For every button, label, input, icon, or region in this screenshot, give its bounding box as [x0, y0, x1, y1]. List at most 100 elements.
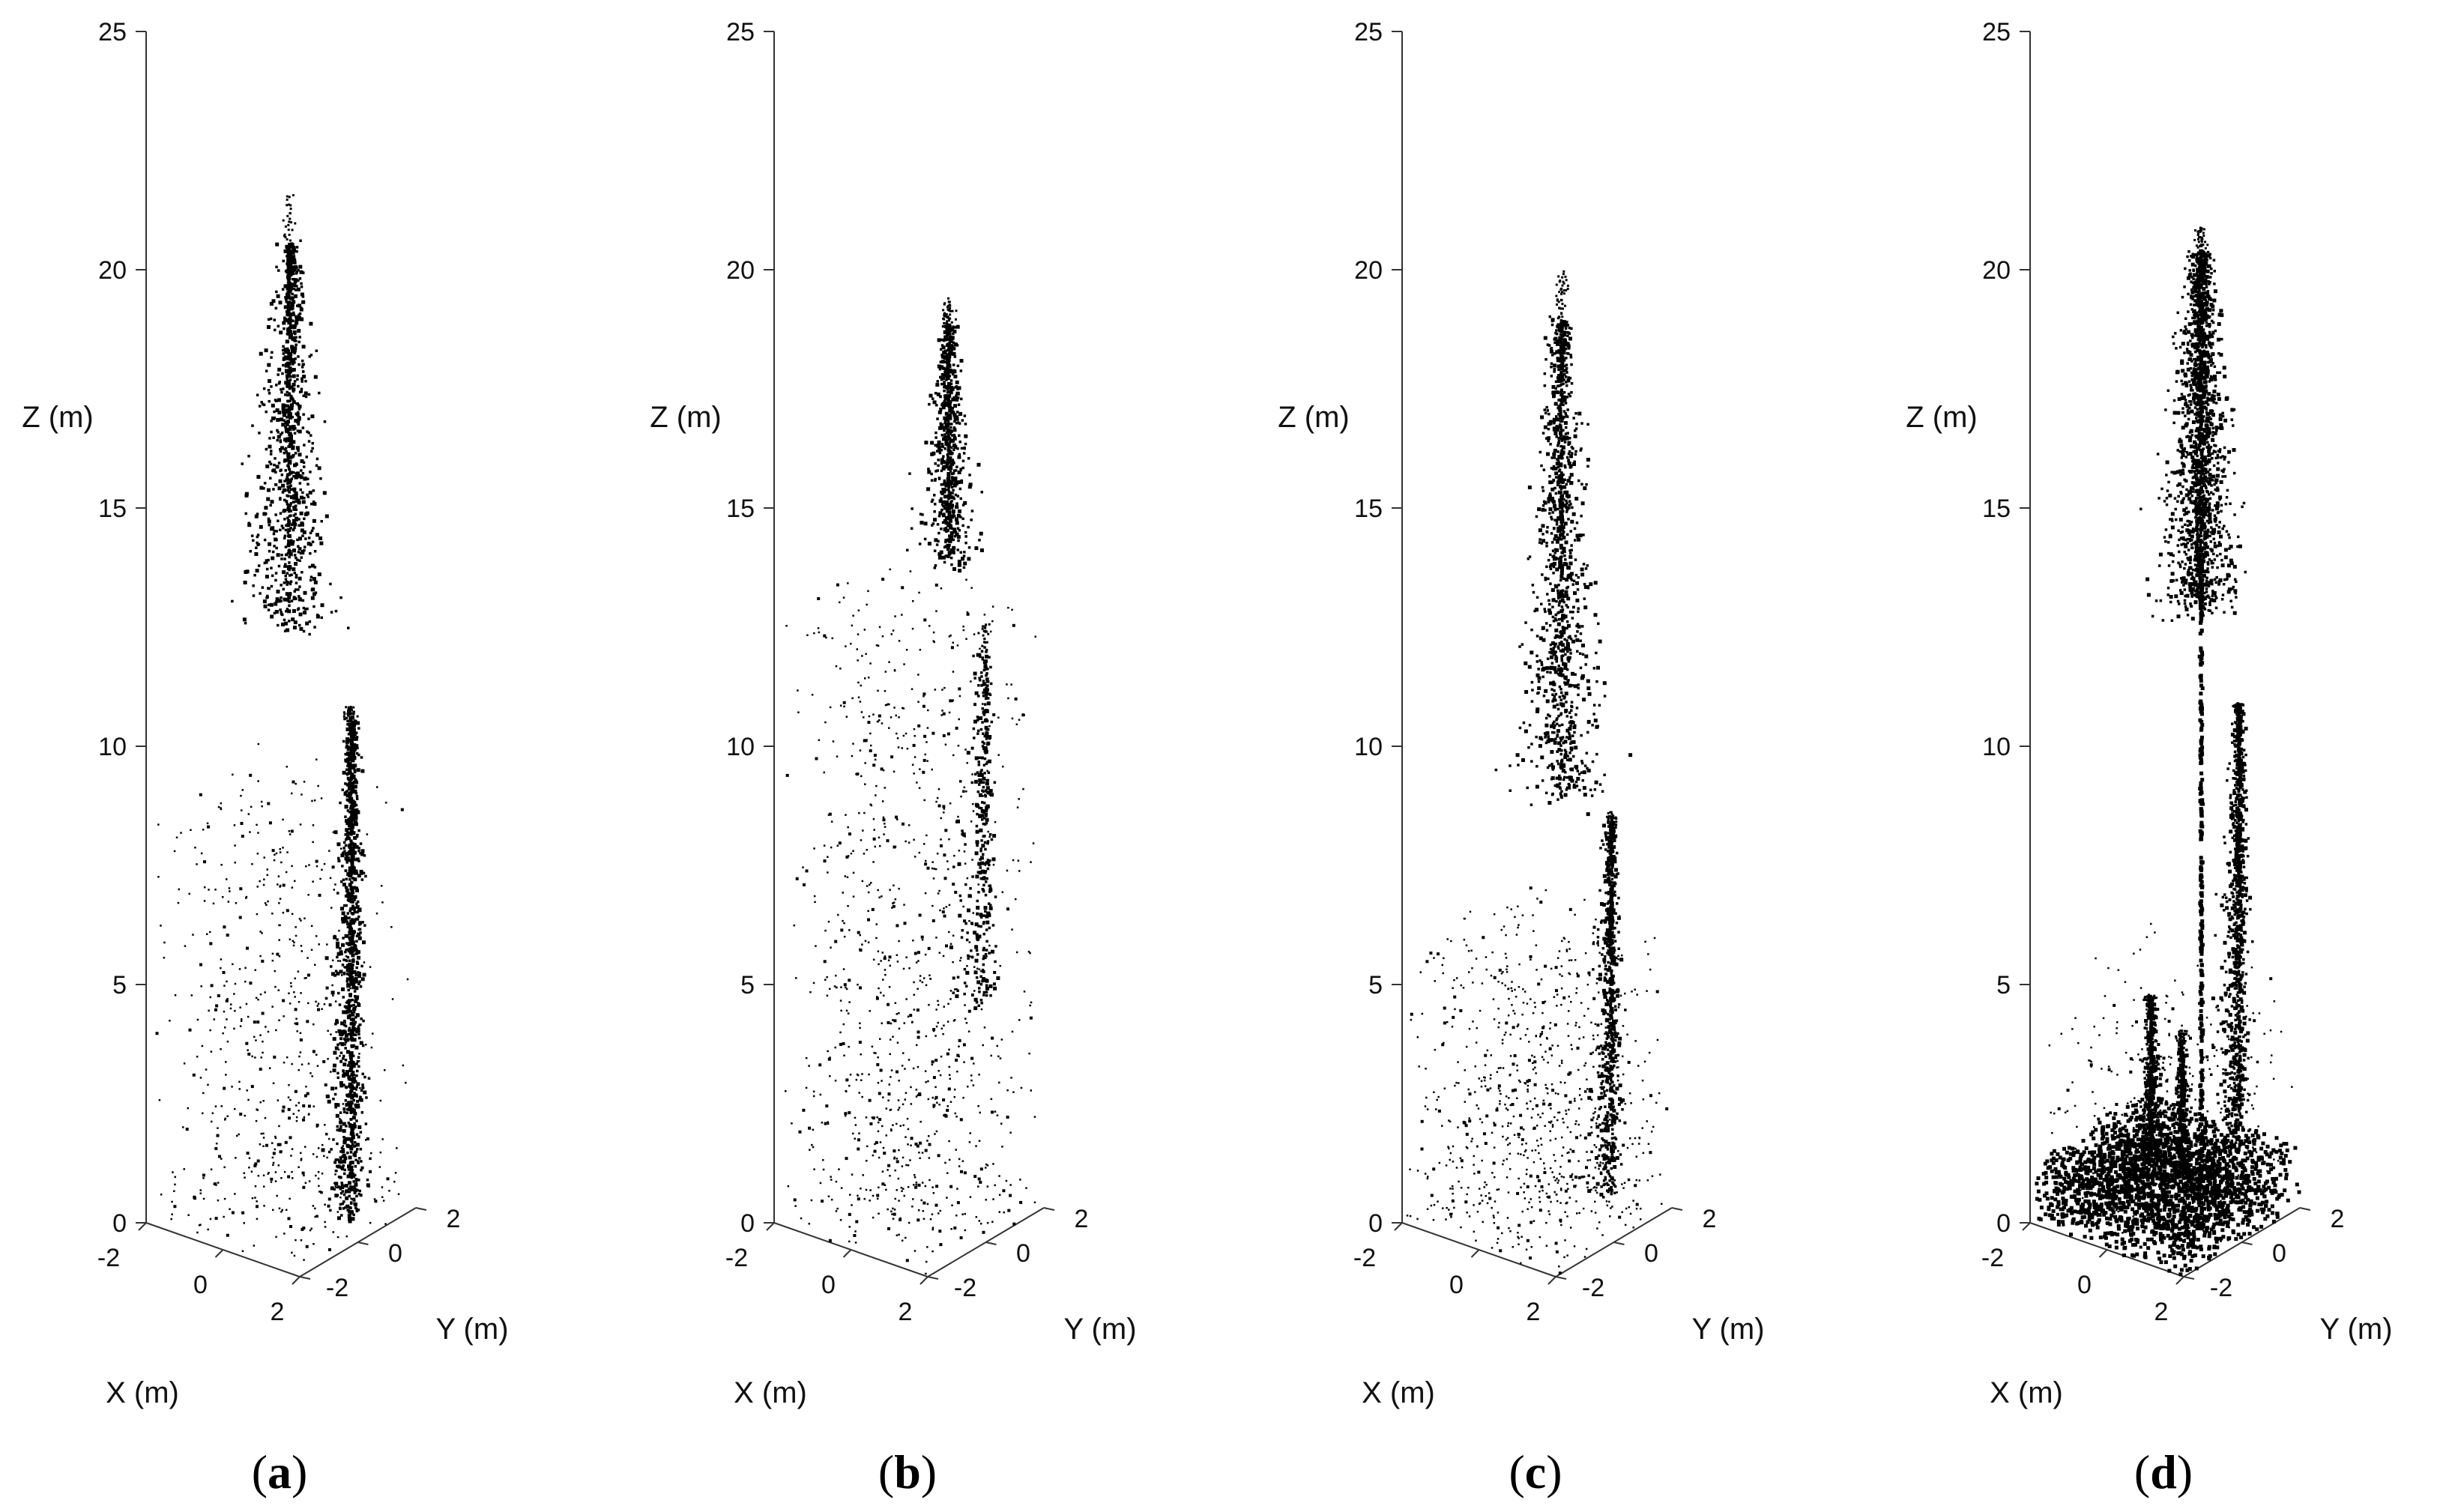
point: [336, 1128, 339, 1131]
point: [973, 970, 978, 975]
point: [351, 1021, 354, 1023]
point: [357, 936, 362, 940]
point: [822, 1168, 825, 1171]
point: [345, 746, 348, 749]
point: [967, 557, 971, 561]
point: [324, 1226, 327, 1228]
point: [937, 1021, 939, 1024]
point: [934, 436, 937, 439]
point: [287, 505, 290, 509]
point: [946, 354, 951, 359]
point: [366, 1137, 369, 1140]
point: [957, 455, 961, 459]
point: [315, 758, 318, 760]
point: [854, 1137, 856, 1140]
point: [296, 1030, 298, 1032]
point: [229, 1007, 232, 1010]
point: [294, 324, 298, 327]
point: [983, 638, 986, 641]
point: [346, 1145, 348, 1147]
point: [233, 1027, 235, 1030]
point: [173, 1205, 177, 1209]
point: [821, 1200, 824, 1203]
point: [948, 1158, 951, 1161]
point: [942, 309, 945, 312]
point: [898, 1027, 901, 1030]
point: [249, 831, 251, 833]
point: [985, 821, 988, 825]
point: [373, 1198, 376, 1200]
point: [912, 940, 914, 942]
point: [263, 561, 267, 565]
point: [951, 509, 955, 513]
point: [991, 793, 994, 796]
point: [934, 392, 937, 395]
point: [968, 474, 971, 477]
point: [351, 803, 356, 808]
point: [291, 1148, 294, 1150]
point: [940, 442, 944, 446]
point: [326, 943, 328, 946]
point: [865, 1188, 868, 1191]
point: [295, 472, 298, 475]
point: [882, 1096, 884, 1098]
point: [342, 1023, 346, 1026]
point: [354, 1030, 358, 1033]
point: [275, 852, 278, 855]
point: [350, 983, 353, 986]
point: [349, 1131, 353, 1134]
point: [348, 933, 351, 936]
point: [356, 900, 360, 904]
point: [988, 735, 992, 739]
point: [347, 752, 350, 755]
point: [240, 822, 244, 825]
point: [1015, 951, 1018, 954]
point: [284, 469, 287, 472]
point: [876, 1194, 880, 1197]
x-axis-label: X (m): [734, 1376, 807, 1409]
point: [866, 1160, 868, 1162]
point: [940, 844, 943, 847]
point: [839, 1219, 842, 1221]
point: [348, 835, 350, 838]
point: [893, 845, 896, 849]
point: [292, 363, 295, 366]
point: [984, 752, 987, 755]
point: [914, 1176, 916, 1179]
point: [993, 982, 996, 986]
point: [935, 1130, 938, 1133]
point: [909, 1014, 913, 1017]
point: [306, 973, 310, 977]
point: [287, 519, 291, 522]
point: [256, 512, 259, 515]
point: [353, 877, 357, 882]
point: [299, 475, 304, 480]
point: [345, 934, 349, 938]
point: [345, 706, 348, 709]
point: [351, 1018, 354, 1022]
point: [270, 584, 274, 588]
point: [350, 853, 353, 856]
point: [350, 865, 354, 869]
point: [979, 1180, 982, 1184]
point: [281, 348, 285, 352]
point: [333, 973, 337, 977]
point: [360, 872, 363, 875]
point: [986, 697, 990, 700]
point: [287, 1175, 291, 1179]
point: [353, 763, 357, 768]
x-tick-label: 2: [271, 1298, 285, 1326]
point: [344, 1141, 346, 1143]
point: [982, 948, 985, 952]
point: [271, 849, 275, 853]
point: [344, 1033, 348, 1038]
point: [342, 1159, 346, 1164]
point: [809, 1149, 811, 1151]
point: [173, 1190, 175, 1192]
point: [982, 914, 985, 917]
point: [272, 1152, 276, 1155]
point: [943, 518, 947, 523]
point: [334, 1194, 339, 1198]
point: [320, 603, 324, 608]
point: [943, 429, 946, 432]
